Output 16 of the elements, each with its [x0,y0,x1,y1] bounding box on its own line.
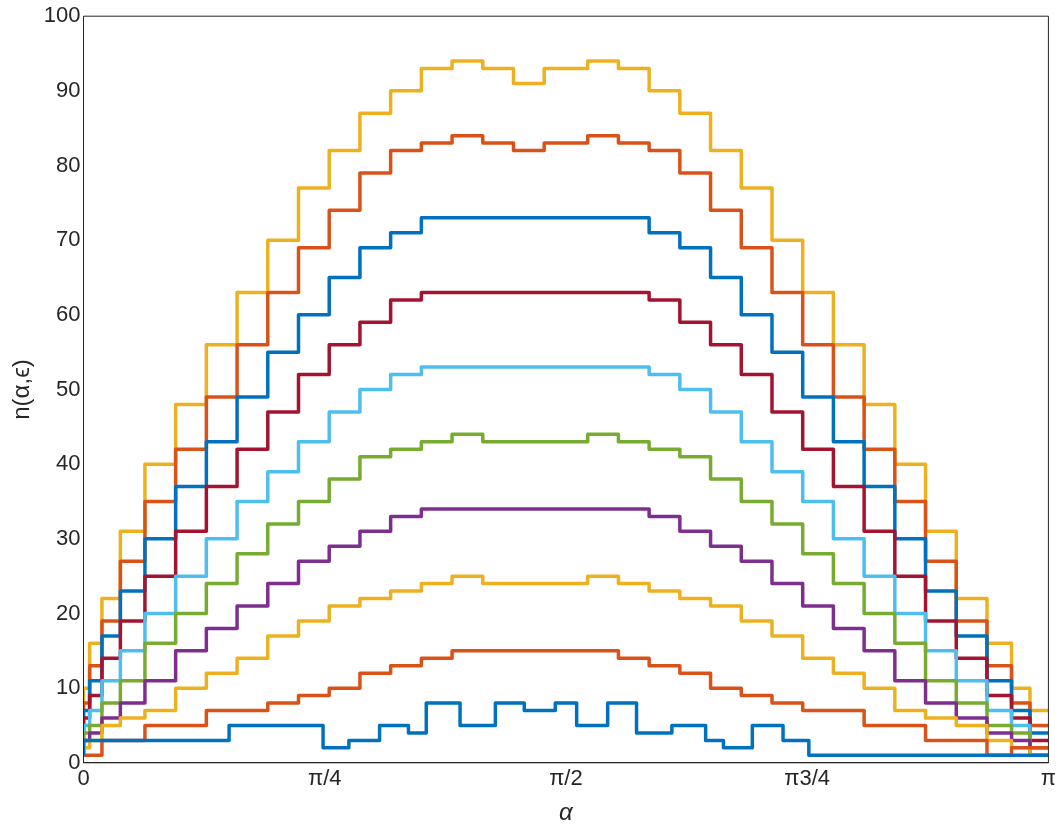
y-tick-label: 90 [56,76,81,102]
y-tick-label: 30 [56,524,81,550]
y-tick-label: 60 [56,300,81,326]
y-tick-label: 80 [56,151,81,177]
y-tick-label: 70 [56,226,81,252]
x-axis-title: α [559,798,575,826]
y-tick-label: 100 [43,2,81,28]
y-tick-label: 10 [56,674,81,700]
y-tick-label: 40 [56,450,81,476]
x-tick-label: π/4 [307,765,342,791]
y-axis-title: n(α,ϵ) [7,359,35,420]
x-tick-label: π [1040,765,1056,791]
x-tick-label: π/2 [549,765,583,791]
y-tick-label: 50 [56,375,81,401]
y-tick-label: 20 [56,599,81,625]
x-tick-label: π3/4 [784,765,831,791]
